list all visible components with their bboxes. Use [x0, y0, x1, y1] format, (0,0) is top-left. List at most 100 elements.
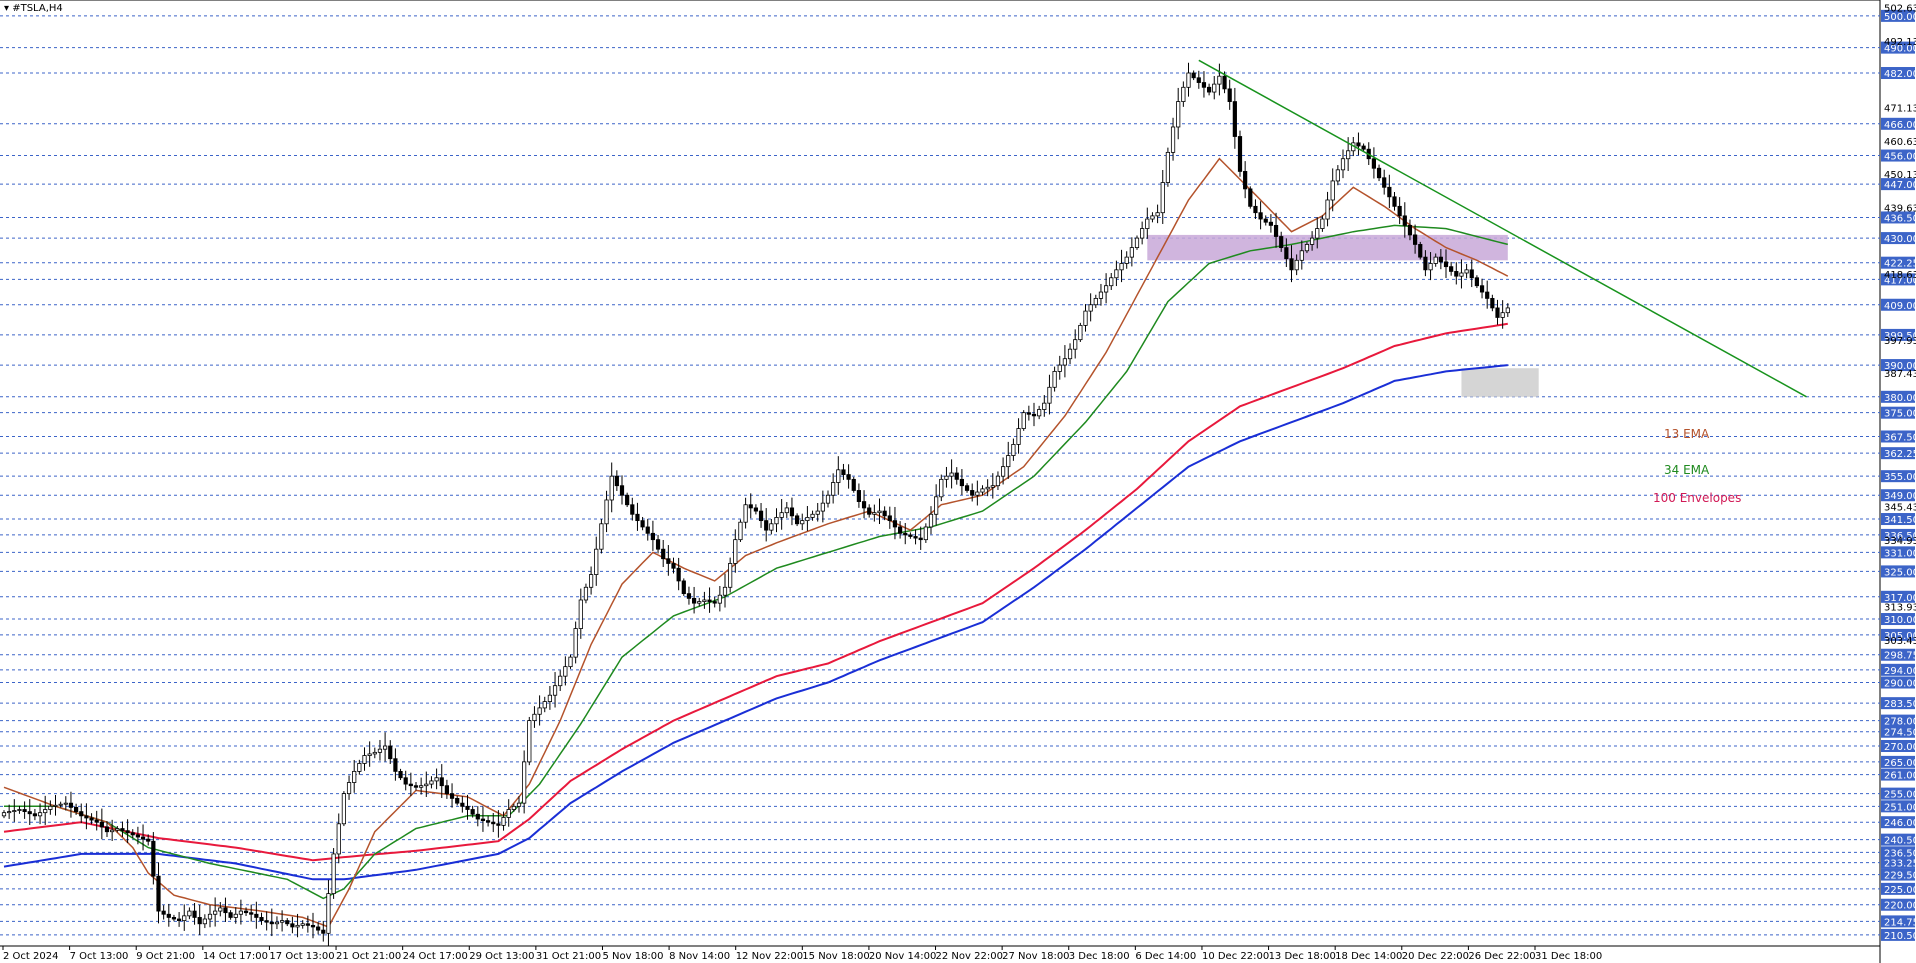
- candle-bear: [79, 811, 84, 817]
- time-axis[interactable]: 2 Oct 2024 7 Oct 13:00 9 Oct 21:00 14 Oct 1…: [2, 946, 1602, 962]
- candle-bull: [372, 751, 377, 755]
- candle-bull: [377, 748, 383, 753]
- candle-bull: [346, 782, 352, 795]
- price-tag: [1881, 273, 1915, 286]
- candle-bear: [619, 485, 625, 496]
- price-grid: [0, 15, 1880, 936]
- time-label: 27 Nov 18:00: [1002, 951, 1069, 962]
- price-tag: [1881, 714, 1915, 727]
- candle-bear: [655, 539, 661, 550]
- price-label: 502.63: [1884, 4, 1916, 15]
- candle-bear: [692, 597, 697, 604]
- candle-bull: [774, 517, 779, 525]
- price-tag: [1881, 447, 1915, 460]
- candle-bear: [475, 813, 480, 820]
- candle-bear: [197, 917, 202, 925]
- candle-bear: [243, 910, 249, 914]
- candle-bear: [413, 785, 419, 788]
- candle-bear: [166, 913, 171, 918]
- price-tag: [1881, 390, 1915, 403]
- candle-bull: [609, 475, 614, 501]
- candle-bear: [681, 580, 686, 595]
- candle-bull: [923, 526, 928, 541]
- candle-bear: [1191, 72, 1196, 79]
- price-tag-label: 220.00: [1884, 901, 1916, 912]
- candle-bull: [1011, 444, 1016, 456]
- candle-bull: [1155, 212, 1160, 217]
- candle-bear: [321, 929, 326, 934]
- time-label: 20 Dec 22:00: [1402, 951, 1469, 962]
- price-tag-label: 290.00: [1884, 679, 1916, 690]
- candle-bear: [753, 507, 759, 512]
- candle-bear: [1479, 285, 1485, 293]
- candle-bear: [1227, 88, 1232, 102]
- candle-bear: [1232, 101, 1237, 137]
- time-label: 14 Oct 17:00: [203, 951, 268, 962]
- candle-bear: [388, 745, 393, 760]
- candle-bull: [563, 666, 568, 677]
- time-label: 13 Dec 18:00: [1269, 951, 1336, 962]
- price-label: 418.63: [1884, 270, 1916, 281]
- price-tag-label: 331.00: [1884, 548, 1916, 559]
- candle-bull: [836, 469, 841, 483]
- candle-bear: [758, 510, 764, 522]
- candle-bull: [429, 780, 434, 785]
- candle-bull: [1124, 256, 1129, 264]
- candle-bull: [1109, 277, 1114, 287]
- price-tag: [1881, 663, 1915, 676]
- symbol-header[interactable]: ▾ #TSLA,H4: [4, 3, 63, 14]
- chevron-down-icon[interactable]: ▾: [4, 3, 10, 14]
- trendline-layer[interactable]: [1198, 59, 1807, 398]
- candle-bear: [310, 924, 316, 928]
- candle-bear: [1423, 256, 1428, 271]
- price-tag: [1881, 856, 1915, 869]
- candle-bull: [1320, 218, 1325, 229]
- candle-bear: [444, 785, 450, 795]
- support-zone: [1461, 368, 1539, 397]
- candle-bear: [104, 826, 110, 833]
- candle-bull: [1062, 358, 1067, 366]
- candle-bull: [1217, 75, 1222, 85]
- candle-bull: [573, 628, 578, 658]
- price-label: 334.93: [1884, 536, 1916, 547]
- candle-bull: [1150, 215, 1155, 220]
- price-tag-label: 325.00: [1884, 567, 1916, 578]
- time-label: 29 Oct 13:00: [469, 951, 534, 962]
- time-label: 9 Oct 21:00: [136, 951, 195, 962]
- price-label: 439.63: [1884, 204, 1916, 215]
- candle-bear: [887, 515, 892, 522]
- candle-bull: [53, 804, 58, 807]
- candle-bull: [1346, 150, 1351, 160]
- time-label: 8 Nov 14:00: [669, 951, 730, 962]
- candle-bull: [990, 485, 995, 488]
- candle-bear: [913, 536, 918, 539]
- price-tag: [1881, 846, 1915, 859]
- candle-bull: [1, 812, 7, 817]
- candle-bear: [151, 840, 156, 877]
- candle-bear: [254, 913, 259, 918]
- candle-bear: [1485, 291, 1490, 299]
- candle-bear: [264, 920, 269, 923]
- candle-bear: [964, 485, 970, 491]
- candle-bear: [1273, 224, 1279, 237]
- price-tag: [1881, 359, 1915, 372]
- candle-bear: [1258, 212, 1263, 220]
- price-tag-label: 265.00: [1884, 758, 1916, 769]
- candle-bear: [712, 601, 717, 604]
- candle-bull: [1464, 269, 1469, 274]
- price-tag-label: 436.50: [1884, 213, 1916, 224]
- candle-bull: [1006, 455, 1011, 468]
- candle-bear: [32, 813, 38, 817]
- candle-bear: [1371, 158, 1376, 169]
- candle-bull: [1140, 228, 1145, 239]
- candle-bear: [455, 797, 460, 804]
- candle-bull: [506, 809, 511, 818]
- price-tag-label: 390.00: [1884, 361, 1916, 372]
- candle-bull: [1500, 312, 1505, 318]
- price-tag-label: 298.75: [1884, 651, 1916, 662]
- price-axis[interactable]: 500.00 490.00 482.00 466.00 456.00 447.00 436.…: [1881, 4, 1916, 942]
- candle-bull: [115, 828, 120, 831]
- candle-bull: [547, 694, 553, 702]
- candle-bear: [1413, 234, 1418, 245]
